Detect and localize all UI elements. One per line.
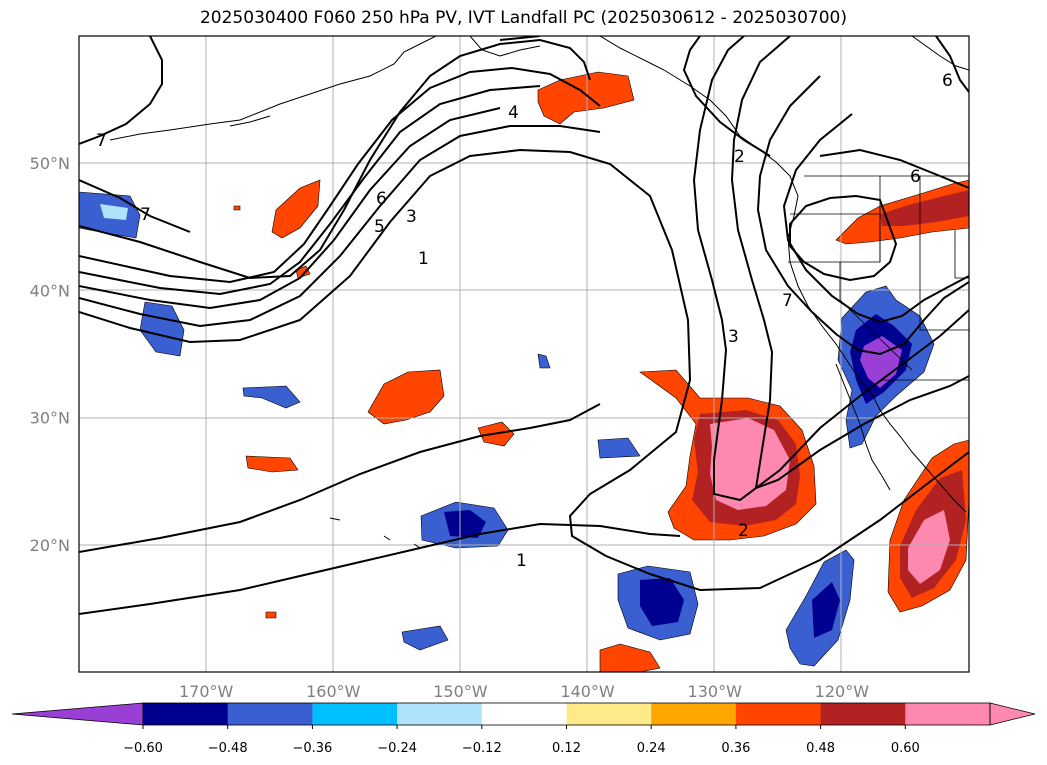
latitude-tick-label: 20°N xyxy=(30,536,70,555)
colorbar-bin xyxy=(481,703,567,725)
contour-label: 1 xyxy=(516,551,527,571)
contour-label: 5 xyxy=(374,217,385,237)
positive-anomaly-gulf-of-alaska xyxy=(537,71,635,125)
negative-anomaly-small xyxy=(242,385,301,409)
contour-label: 1 xyxy=(418,249,429,269)
colorbar-bin xyxy=(143,703,229,725)
colorbar-tick-label: −0.36 xyxy=(292,741,332,756)
contour-label: 2 xyxy=(738,521,749,541)
colorbar-tick-label: −0.60 xyxy=(123,741,163,756)
contour-label: 4 xyxy=(508,103,519,123)
contour-label: 7 xyxy=(782,291,793,311)
contour-label: 6 xyxy=(376,189,387,209)
contour-label: 3 xyxy=(728,327,739,347)
contour-label: 2 xyxy=(734,147,745,167)
negative-anomaly-south xyxy=(401,625,449,651)
state-borders xyxy=(788,175,969,381)
longitude-tick-label: 160°W xyxy=(306,682,361,701)
map-frame xyxy=(78,35,970,673)
pv-contours xyxy=(79,36,969,615)
colorbar-tick-label: −0.12 xyxy=(462,741,502,756)
colorbar-tick-label: −0.24 xyxy=(377,741,417,756)
colorbar-tick-label: 0.48 xyxy=(806,741,835,756)
map-title: 2025030400 F060 250 hPa PV, IVT Landfall… xyxy=(199,8,847,28)
longitude-tick-label: 140°W xyxy=(560,682,615,701)
longitude-labels: 170°W 160°W 150°W 140°W 130°W 120°W xyxy=(179,682,869,701)
colorbar-tick-label: 0.60 xyxy=(891,741,920,756)
contour-label: 6 xyxy=(910,167,921,187)
coastlines xyxy=(109,36,969,549)
colorbar-tick-label: 0.36 xyxy=(721,741,750,756)
colorbar-bin xyxy=(820,703,906,725)
positive-anomaly-central-pacific xyxy=(367,369,445,425)
contour-labels: 4 7 7 6 5 3 1 6 2 7 3 2 1 6 xyxy=(96,71,953,571)
colorbar: −0.60 −0.48 −0.36 −0.24 −0.12 0.12 0.24 0.36 0.4… xyxy=(11,702,1036,756)
colorbar-bin xyxy=(651,703,737,725)
colorbar-bin xyxy=(566,703,652,725)
colorbar-bin xyxy=(735,703,822,725)
latitude-tick-label: 40°N xyxy=(30,281,70,300)
colorbar-tick-label: 0.12 xyxy=(552,741,581,756)
colorbar-extend-max xyxy=(989,702,1036,726)
colorbar-bin xyxy=(312,703,398,725)
latitude-tick-label: 30°N xyxy=(30,409,70,428)
latitude-labels: 20°N 30°N 40°N 50°N xyxy=(30,154,70,555)
contour-label: 7 xyxy=(140,205,151,225)
longitude-tick-label: 130°W xyxy=(688,682,743,701)
colorbar-extend-min xyxy=(11,702,144,726)
longitude-tick-label: 120°W xyxy=(815,682,870,701)
contour-label: 7 xyxy=(96,131,107,151)
colorbar-bin xyxy=(227,703,313,725)
contour-label: 3 xyxy=(406,207,417,227)
longitude-tick-label: 150°W xyxy=(433,682,488,701)
colorbar-tick-label: −0.48 xyxy=(208,741,248,756)
colorbar-bin xyxy=(905,703,991,725)
longitude-tick-label: 170°W xyxy=(179,682,234,701)
map-background xyxy=(79,36,969,672)
colorbar-tick-label: 0.24 xyxy=(637,741,666,756)
colorbar-bin xyxy=(397,703,483,725)
latitude-tick-label: 50°N xyxy=(30,154,70,173)
pv-anomaly-shading xyxy=(79,71,969,672)
positive-anomaly-aleutian xyxy=(271,179,321,239)
contour-label: 6 xyxy=(942,71,953,91)
graticule xyxy=(79,36,969,672)
